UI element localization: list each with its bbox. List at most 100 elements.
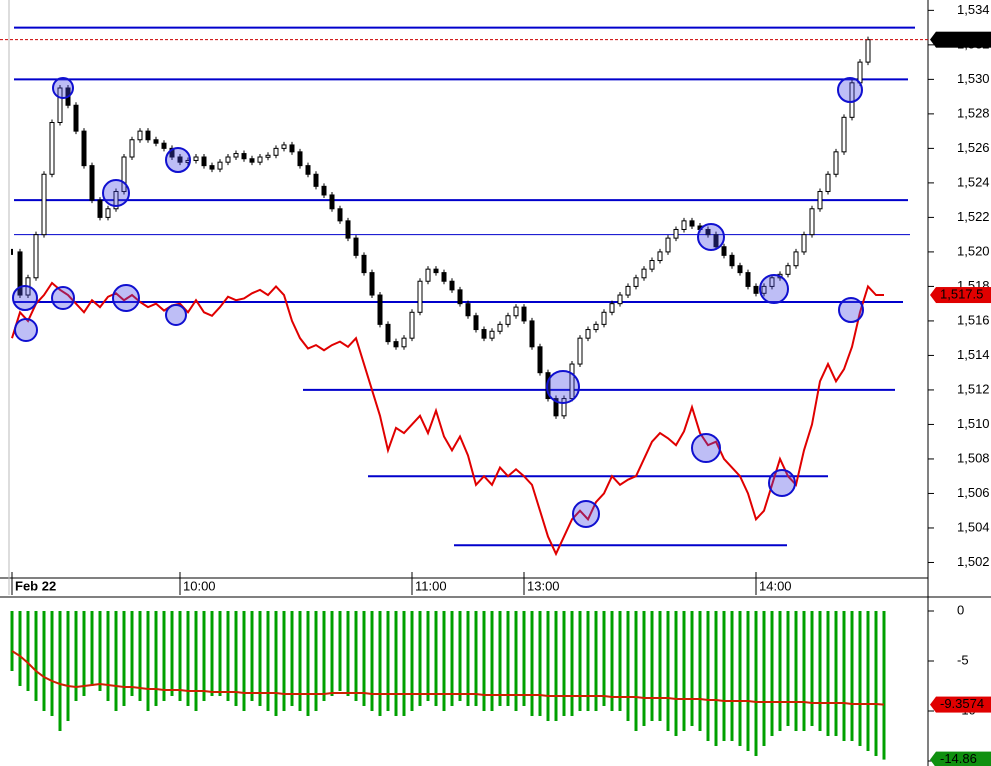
histogram-bar [10, 611, 14, 671]
candle [177, 156, 183, 163]
histogram-bar [522, 611, 526, 706]
candle [761, 285, 767, 294]
histogram-bar [666, 611, 670, 731]
candle [33, 234, 39, 279]
histogram-bar [378, 611, 382, 716]
histogram-bar [674, 611, 678, 736]
histogram-bar [866, 611, 870, 751]
candle [529, 320, 535, 348]
annotation-circle [52, 77, 74, 99]
annotation-circle [691, 433, 721, 463]
candle [233, 153, 239, 158]
candle [489, 330, 495, 339]
y-tick-label: 1,526 [957, 140, 990, 155]
candle [809, 208, 815, 236]
candle [505, 315, 511, 325]
candle [273, 147, 279, 156]
histogram-bar [754, 611, 758, 756]
annotation-circle [51, 286, 75, 310]
histogram-bar [130, 611, 134, 696]
annotation-circle [572, 500, 600, 528]
candle [369, 272, 375, 296]
histogram-bar [154, 611, 158, 706]
histogram-bar [602, 611, 606, 706]
candle [537, 346, 543, 374]
histogram-bar [306, 611, 310, 716]
histogram-bar [18, 611, 22, 686]
candle [657, 251, 663, 262]
histogram-bar [82, 611, 86, 696]
histogram-bar [386, 611, 390, 711]
histogram-bar [218, 611, 222, 696]
x-tick-label: 14:00 [759, 578, 792, 593]
candle [713, 234, 719, 248]
candle [585, 329, 591, 339]
histogram-bar [474, 611, 478, 706]
candle [833, 151, 839, 175]
annotation-circle [112, 284, 140, 312]
candle [345, 220, 351, 239]
candle [81, 130, 87, 167]
candle [769, 277, 775, 287]
histogram-bar [498, 611, 502, 706]
histogram-bar [858, 611, 862, 746]
histogram-bar [834, 611, 838, 736]
histogram-bar [418, 611, 422, 706]
candle [57, 87, 63, 124]
histogram-bar [810, 611, 814, 726]
histogram-bar [114, 611, 118, 711]
y-tick-label: 1,524 [957, 174, 990, 189]
histogram-bar [314, 611, 318, 711]
candle [121, 156, 127, 193]
candle [97, 199, 103, 218]
badge-label: 1,517.5 [940, 286, 983, 301]
histogram-bar [658, 611, 662, 721]
histogram-bar [34, 611, 38, 701]
histogram-bar [202, 611, 206, 701]
histogram-bar [362, 611, 366, 706]
candle [401, 337, 407, 348]
candle [625, 285, 631, 296]
histogram-bar [394, 611, 398, 716]
candle [41, 173, 47, 236]
annotation-circle [837, 77, 863, 103]
badge-label: 1,532.30 [940, 31, 991, 46]
badge-pointer [930, 31, 936, 48]
candle [577, 337, 583, 365]
histogram-bar [570, 611, 574, 716]
y-tick-label: 1,504 [957, 519, 990, 534]
histogram-bar [162, 611, 166, 701]
histogram-bar [802, 611, 806, 731]
y-tick-label: 1,516 [957, 312, 990, 327]
badge-pointer [930, 751, 936, 766]
histogram-bar [690, 611, 694, 726]
histogram-bar [714, 611, 718, 746]
candle [201, 156, 207, 167]
y-tick-label: 1,512 [957, 381, 990, 396]
annotation-circle [12, 285, 38, 311]
histogram-bar [186, 611, 190, 706]
candle [553, 398, 559, 417]
y-tick-label: 1,510 [957, 416, 990, 431]
candle [145, 130, 151, 141]
histogram-bar [298, 611, 302, 711]
histogram-bar [242, 611, 246, 711]
x-tick-label: Feb 22 [15, 578, 56, 593]
candle [601, 311, 607, 325]
badge-pointer [930, 287, 936, 304]
y-tick-label: 1,528 [957, 105, 990, 120]
candle [225, 156, 231, 163]
histogram-bar [370, 611, 374, 711]
candle [593, 323, 599, 331]
annotation-circle [697, 223, 725, 251]
histogram-bar [354, 611, 358, 701]
histogram-bar [650, 611, 654, 721]
histogram-bar [282, 611, 286, 711]
candle [561, 398, 567, 417]
histogram-bar [322, 611, 326, 701]
histogram-bar [226, 611, 230, 701]
candle [433, 268, 439, 274]
histogram-bar [786, 611, 790, 726]
value-badge [936, 751, 991, 766]
